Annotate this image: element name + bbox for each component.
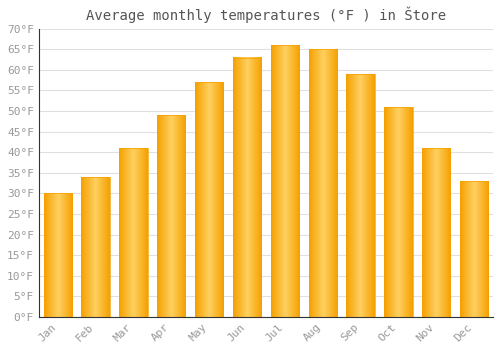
Bar bbox=[384, 107, 412, 317]
Bar bbox=[157, 115, 186, 317]
Bar bbox=[233, 58, 261, 317]
Bar bbox=[119, 148, 148, 317]
Bar bbox=[422, 148, 450, 317]
Bar bbox=[460, 181, 488, 317]
Bar bbox=[346, 74, 375, 317]
Bar bbox=[82, 177, 110, 317]
Title: Average monthly temperatures (°F ) in Štore: Average monthly temperatures (°F ) in Št… bbox=[86, 7, 446, 23]
Bar bbox=[44, 193, 72, 317]
Bar bbox=[308, 49, 337, 317]
Bar bbox=[270, 45, 299, 317]
Bar bbox=[195, 82, 224, 317]
